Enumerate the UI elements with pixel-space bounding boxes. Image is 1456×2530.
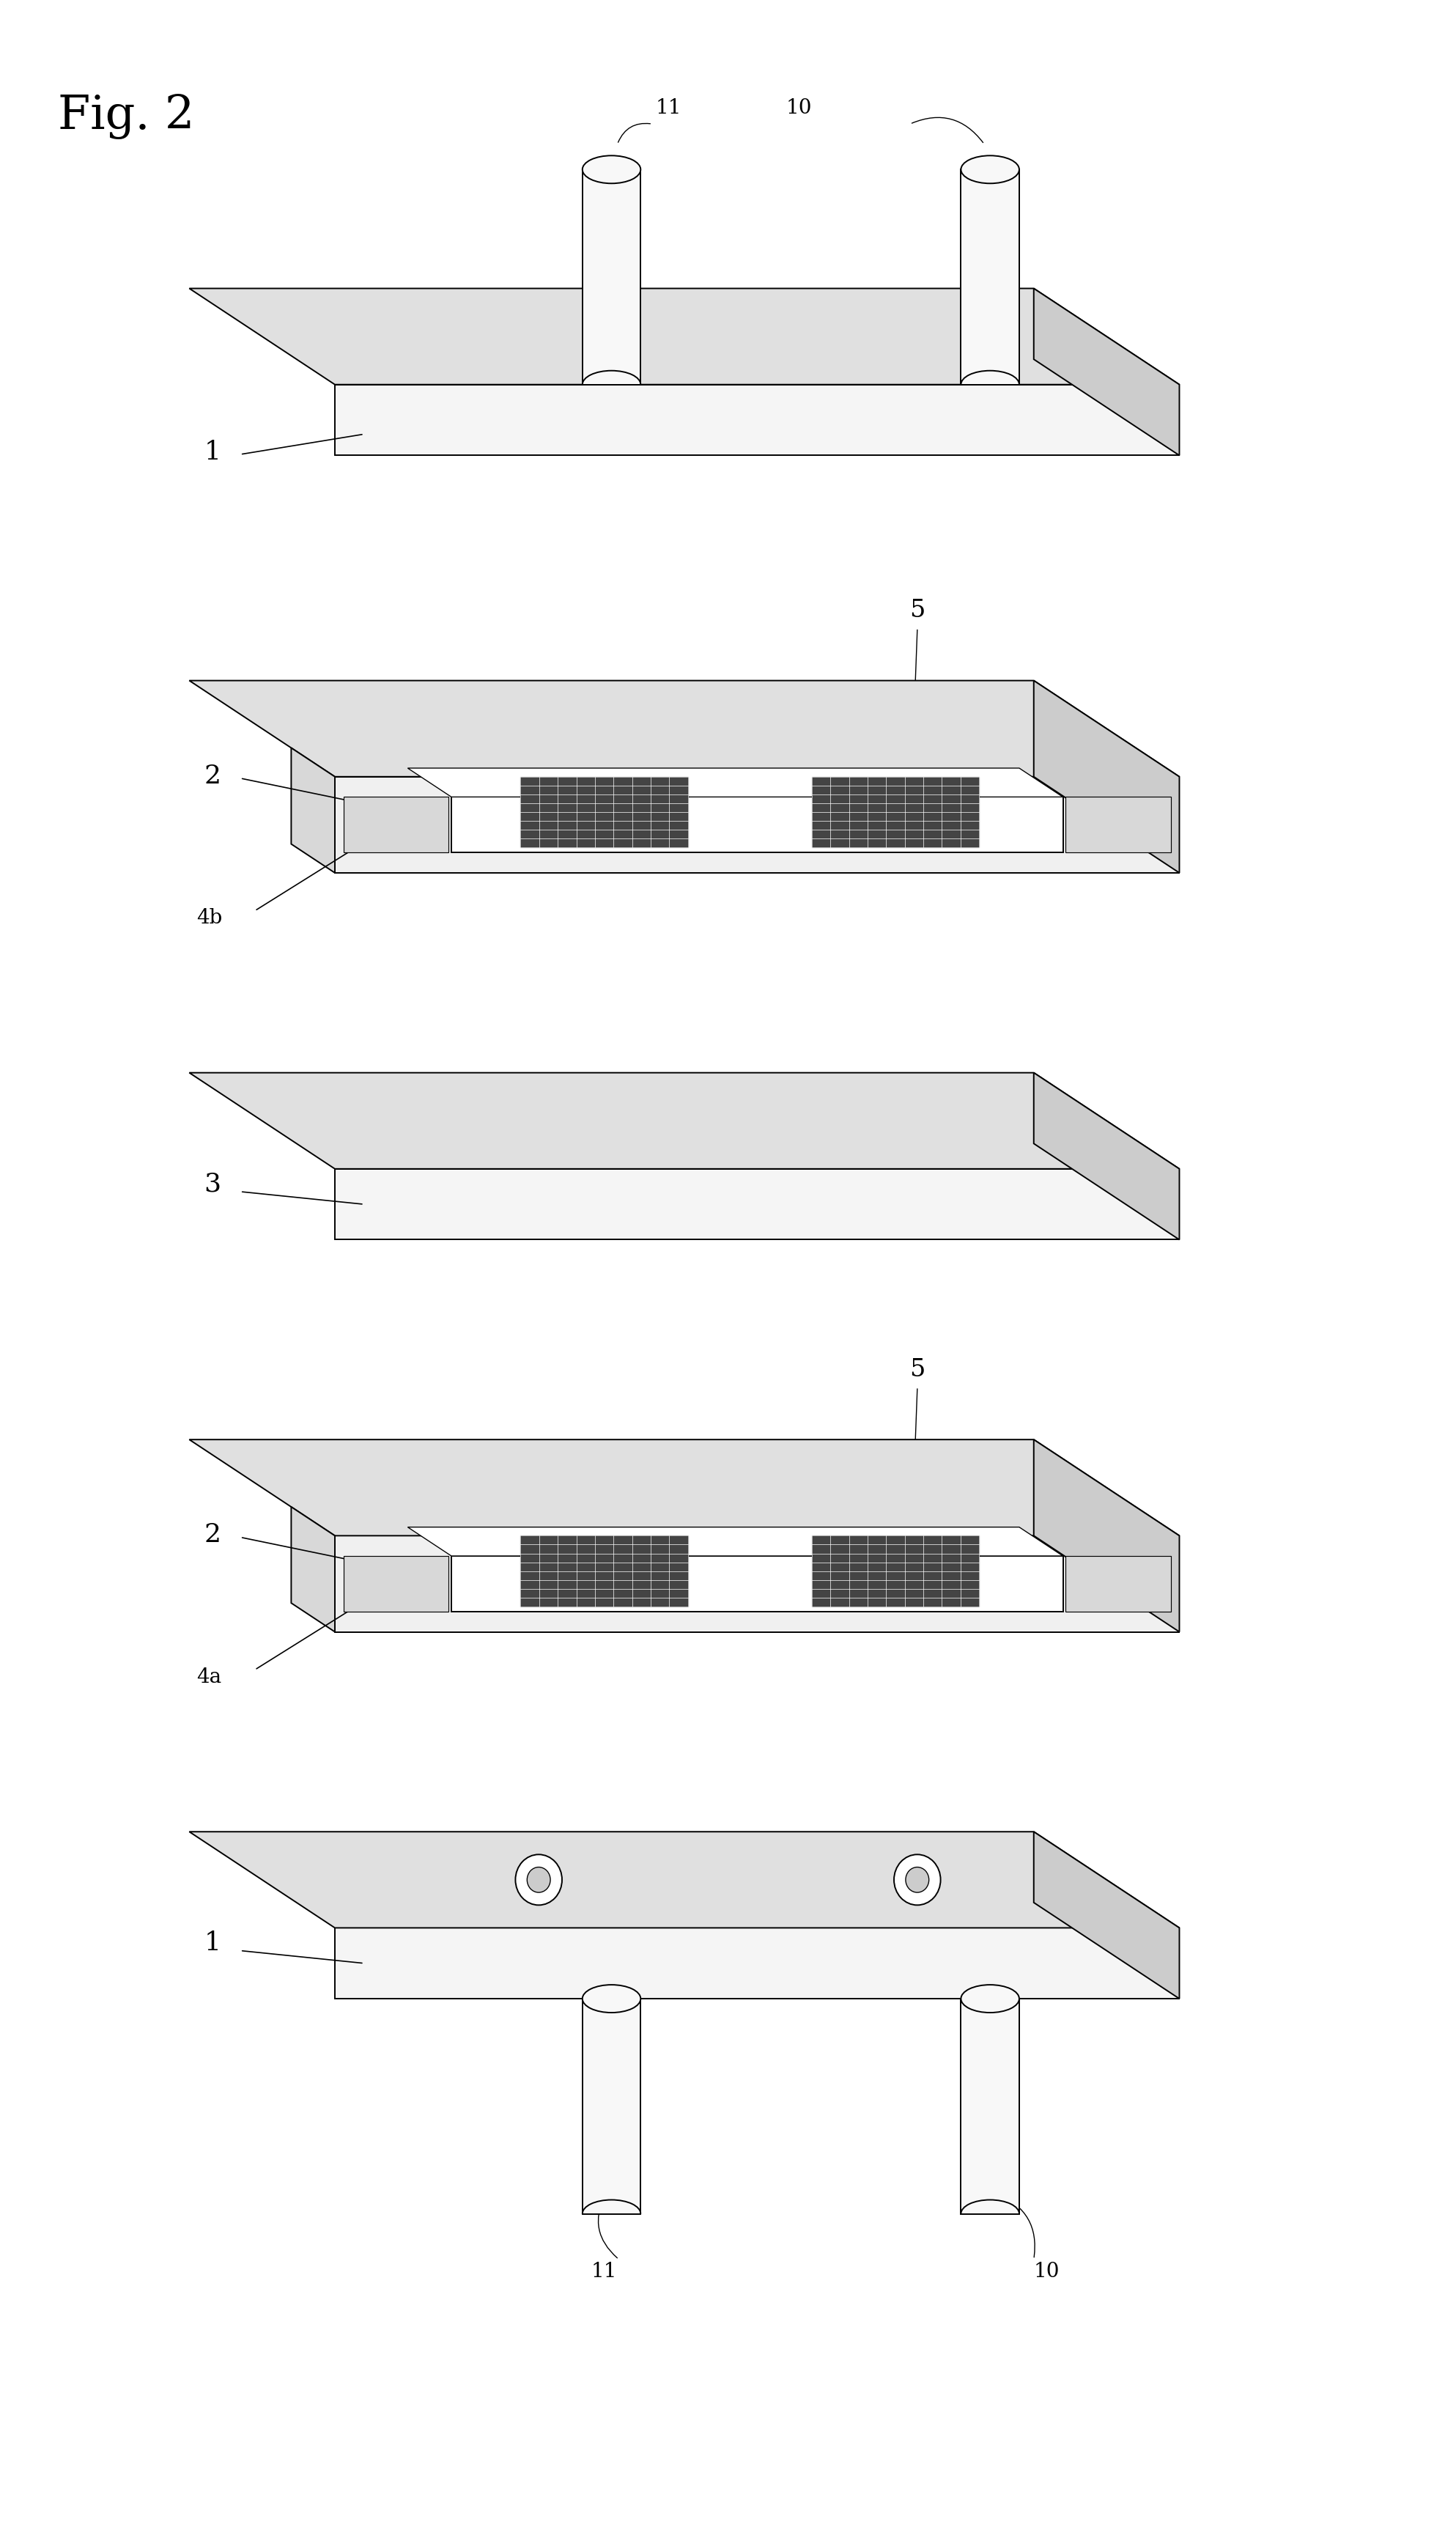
Polygon shape <box>408 769 1063 797</box>
Polygon shape <box>1066 1556 1171 1612</box>
Polygon shape <box>291 1508 335 1632</box>
Polygon shape <box>521 1536 689 1607</box>
Polygon shape <box>189 681 1179 777</box>
Polygon shape <box>335 777 1179 873</box>
Text: 10: 10 <box>1034 2262 1060 2282</box>
Polygon shape <box>335 1536 1179 1632</box>
Text: 3: 3 <box>204 1171 221 1197</box>
Text: Fig. 2: Fig. 2 <box>58 94 195 139</box>
Polygon shape <box>521 777 689 848</box>
Ellipse shape <box>961 1984 1019 2014</box>
Polygon shape <box>335 1169 1179 1240</box>
Text: 11: 11 <box>591 2262 617 2282</box>
Polygon shape <box>812 777 978 848</box>
Polygon shape <box>189 1440 1179 1536</box>
Ellipse shape <box>582 157 641 185</box>
Polygon shape <box>335 1928 1179 1999</box>
Ellipse shape <box>527 1867 550 1892</box>
Polygon shape <box>291 749 335 873</box>
Polygon shape <box>1066 797 1171 853</box>
Text: 4b: 4b <box>197 908 223 929</box>
Ellipse shape <box>961 157 1019 185</box>
Polygon shape <box>1034 288 1179 455</box>
Polygon shape <box>1034 1440 1179 1632</box>
Polygon shape <box>189 288 1179 385</box>
Text: 11: 11 <box>655 99 681 119</box>
Text: 2: 2 <box>204 1523 221 1548</box>
Polygon shape <box>335 385 1179 455</box>
Polygon shape <box>408 1528 1063 1556</box>
Polygon shape <box>344 797 448 853</box>
Polygon shape <box>961 170 1019 385</box>
Ellipse shape <box>894 1854 941 1905</box>
Text: 2: 2 <box>204 764 221 789</box>
Polygon shape <box>451 1556 1063 1612</box>
Text: 1: 1 <box>204 1930 221 1956</box>
Polygon shape <box>1034 1832 1179 1999</box>
Polygon shape <box>582 170 641 385</box>
Text: 4a: 4a <box>197 1667 221 1688</box>
Ellipse shape <box>515 1854 562 1905</box>
Polygon shape <box>582 1999 641 2214</box>
Polygon shape <box>189 1832 1179 1928</box>
Text: 5: 5 <box>910 600 925 622</box>
Polygon shape <box>344 1556 448 1612</box>
Text: 10: 10 <box>786 99 812 119</box>
Polygon shape <box>189 1073 1179 1169</box>
Ellipse shape <box>582 1984 641 2014</box>
Polygon shape <box>1034 681 1179 873</box>
Polygon shape <box>812 1536 978 1607</box>
Polygon shape <box>961 1999 1019 2214</box>
Text: 5: 5 <box>910 1359 925 1381</box>
Polygon shape <box>1034 1073 1179 1240</box>
Text: 1: 1 <box>204 440 221 466</box>
Ellipse shape <box>906 1867 929 1892</box>
Polygon shape <box>451 797 1063 853</box>
